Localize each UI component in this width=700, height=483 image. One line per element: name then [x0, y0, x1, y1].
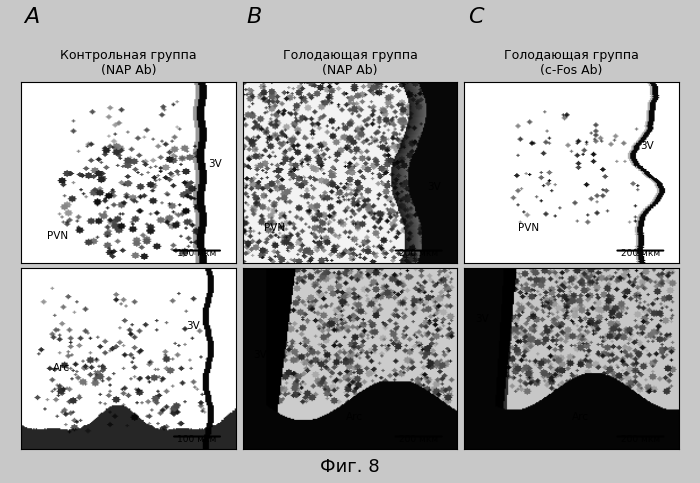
- Text: 100 мкм: 100 мкм: [177, 435, 217, 444]
- Text: C: C: [468, 7, 483, 27]
- Text: 200 мкм: 200 мкм: [399, 249, 438, 258]
- Text: Контрольная группа
(NAP Ab): Контрольная группа (NAP Ab): [60, 49, 197, 77]
- Text: 3V: 3V: [208, 158, 221, 169]
- Text: B: B: [246, 7, 261, 27]
- Text: 100 мкм: 100 мкм: [177, 249, 217, 258]
- Text: 3V: 3V: [253, 350, 267, 360]
- Text: Arc: Arc: [53, 363, 70, 373]
- Text: 200 мкм: 200 мкм: [399, 435, 438, 444]
- Text: 200 мкм: 200 мкм: [621, 435, 660, 444]
- Text: 3V: 3V: [640, 141, 654, 151]
- Text: Фиг. 8: Фиг. 8: [320, 458, 380, 476]
- Text: 3V: 3V: [186, 321, 200, 331]
- Text: Голодающая группа
(c-Fos Ab): Голодающая группа (c-Fos Ab): [504, 49, 639, 77]
- Text: Голодающая группа
(NAP Ab): Голодающая группа (NAP Ab): [283, 49, 417, 77]
- Text: 3V: 3V: [475, 314, 489, 324]
- Text: 3V: 3V: [427, 182, 441, 192]
- Text: PVN: PVN: [47, 231, 68, 241]
- Text: 200 мкм: 200 мкм: [621, 249, 660, 258]
- Text: PVN: PVN: [518, 223, 539, 233]
- Text: Arc: Arc: [572, 412, 589, 422]
- Text: Arc: Arc: [346, 412, 363, 422]
- Text: PVN: PVN: [264, 223, 286, 233]
- Text: A: A: [25, 7, 40, 27]
